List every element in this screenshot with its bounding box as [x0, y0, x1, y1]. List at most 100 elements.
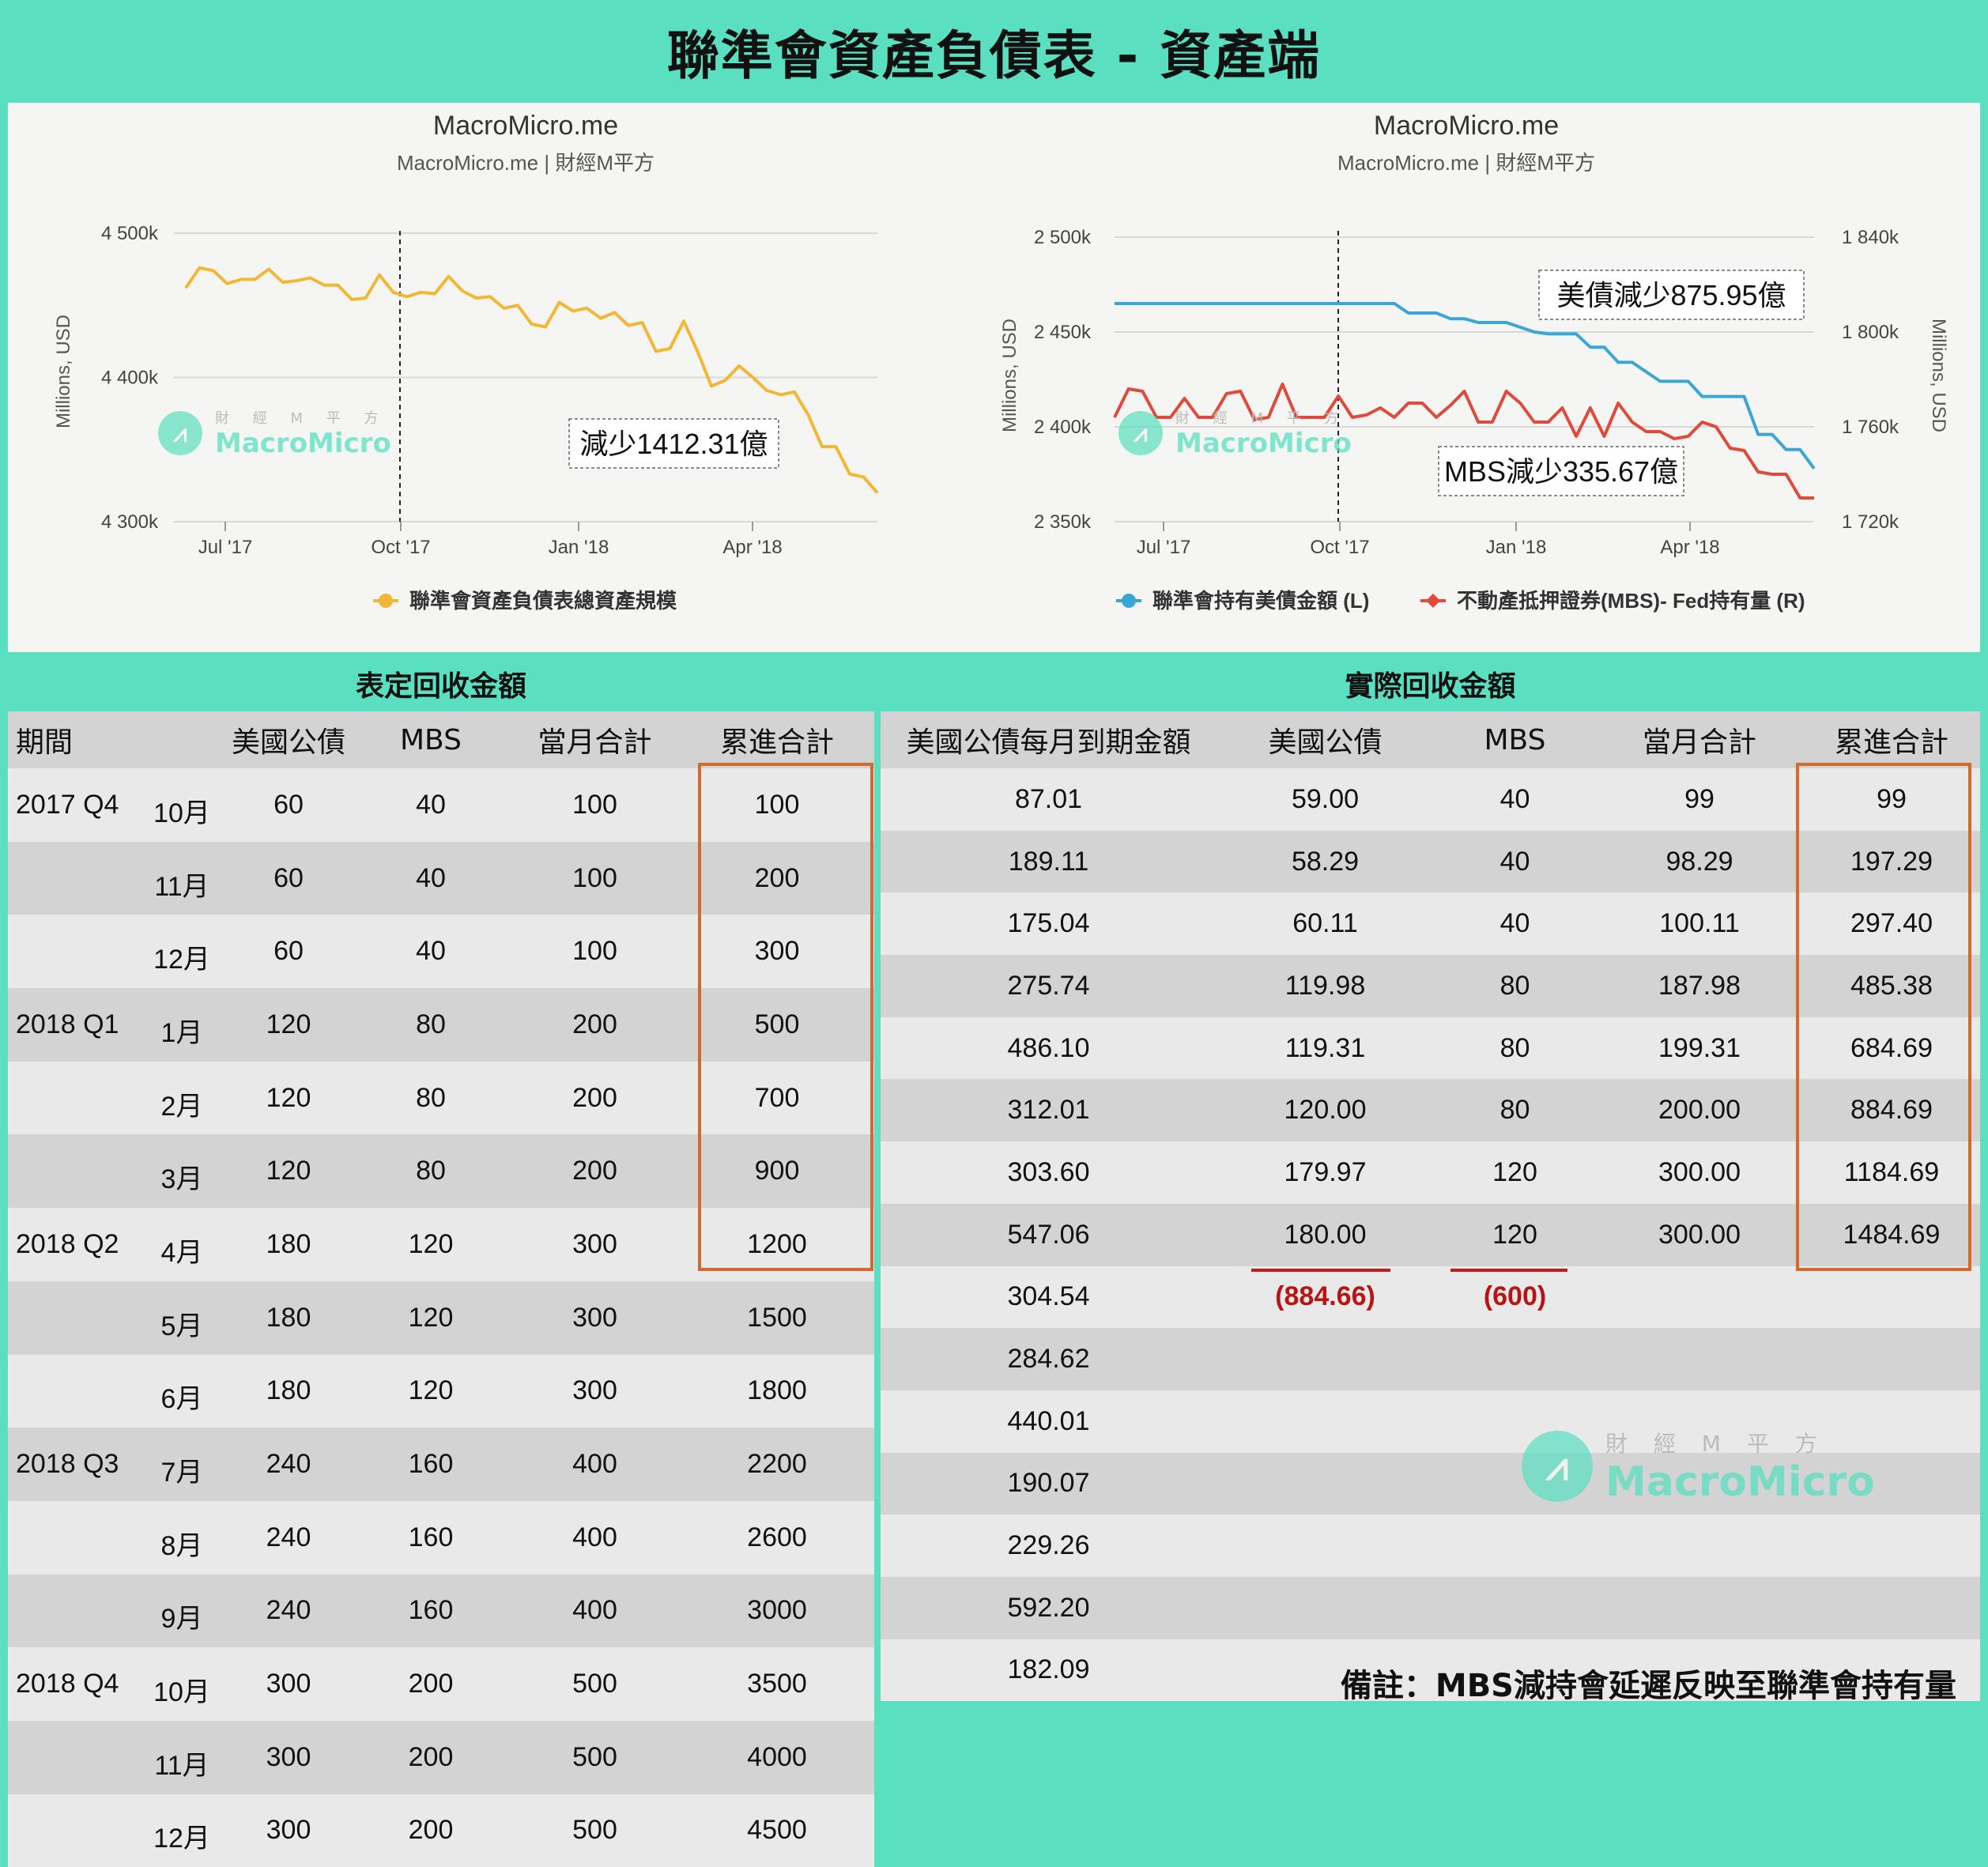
- table-cell: [1217, 1514, 1434, 1577]
- table-cell: [1434, 1328, 1596, 1390]
- table-cell: [1434, 1639, 1596, 1702]
- table-cell: 297.40: [1803, 892, 1980, 956]
- table-row: 592.20: [881, 1576, 1980, 1639]
- plan-column-header: MBS: [352, 711, 510, 768]
- table-cell: 200: [510, 1061, 680, 1135]
- table-row: 303.60 179.97 120 300.00 1184.69: [881, 1141, 1980, 1204]
- table-cell: 100: [680, 768, 874, 842]
- table-cell: 240: [225, 1574, 352, 1648]
- x-tick-label: Jul '17: [1137, 537, 1191, 558]
- legend-label-treasury: 聯準會持有美債金額 (L): [1152, 589, 1369, 613]
- table-cell: 200: [510, 988, 680, 1062]
- table-cell: 190.07: [881, 1452, 1217, 1515]
- table-cell: 1500: [680, 1280, 874, 1355]
- table-row: 2月 120 80 200 700: [8, 1061, 874, 1135]
- table-cell: 180.00: [1217, 1203, 1434, 1266]
- x-tick-label: Oct '17: [371, 537, 430, 558]
- table-cell: 12月: [138, 1793, 225, 1867]
- table-cell: [8, 915, 138, 989]
- table-row: 11月 60 40 100 200: [8, 841, 874, 915]
- table-row: 8月 240 160 400 2600: [8, 1500, 874, 1575]
- table-cell: 80: [1434, 1016, 1596, 1080]
- table-cell: [1217, 1639, 1434, 1702]
- table-cell: [8, 1354, 138, 1428]
- y-tick-label-left: 2 450k: [1034, 322, 1092, 343]
- table-cell: 304.54: [881, 1265, 1217, 1329]
- table-cell: [1217, 1390, 1434, 1453]
- macromicro-logo-icon: ⩘: [1118, 411, 1163, 455]
- table-cell: [1596, 1576, 1803, 1639]
- table-cell: 547.06: [881, 1203, 1217, 1266]
- table-cell: 60: [225, 841, 352, 915]
- table-cell: 400: [510, 1428, 680, 1501]
- table-cell: 100.11: [1596, 892, 1803, 956]
- table-cell: 500: [680, 988, 874, 1062]
- plan-cumulative-highlight: [698, 763, 873, 1271]
- table-cell: [1434, 1576, 1596, 1639]
- treasury-mbs-chart: MacroMicro.me MacroMicro.me | 財經M平方 2 500k…: [999, 111, 1949, 613]
- plan-table: 期間 美國公債 MBS 當月合計 累進合計 2017 Q4 10月 60 40 100 100 11…: [8, 711, 874, 1867]
- chart-subtitle: MacroMicro.me | 財經M平方: [1337, 151, 1595, 175]
- table-cell: 119.31: [1217, 1016, 1434, 1080]
- actual-column-header: 美國公債: [1217, 711, 1434, 768]
- table-cell: (600): [1434, 1265, 1596, 1329]
- table-cell: [1217, 1576, 1434, 1639]
- table-row: 440.01: [881, 1390, 1980, 1453]
- y-tick-label-right: 1 800k: [1842, 322, 1899, 343]
- table-cell: 500: [510, 1793, 680, 1867]
- table-row: 2018 Q1 1月 120 80 200 500: [8, 988, 874, 1062]
- table-cell: 120.00: [1217, 1079, 1434, 1142]
- actual-column-header: 美國公債每月到期金額: [881, 711, 1217, 768]
- y-tick-label-right: 1 760k: [1842, 417, 1899, 438]
- table-cell: 312.01: [881, 1079, 1217, 1142]
- table-cell: 100: [510, 768, 680, 842]
- page-title: 聯準會資產負債表 - 資產端: [666, 25, 1322, 86]
- y-tick-label: 4 400k: [101, 368, 159, 389]
- table-cell: 486.10: [881, 1016, 1217, 1080]
- table-cell: [8, 1134, 138, 1209]
- table-cell: 7月: [138, 1428, 225, 1501]
- table-cell: [1596, 1390, 1803, 1453]
- table-cell: 120: [1434, 1141, 1596, 1204]
- table-row: 312.01 120.00 80 200.00 884.69: [881, 1079, 1980, 1142]
- legend-label: 聯準會資產負債表總資產規模: [409, 589, 677, 613]
- table-cell: 2月: [138, 1061, 225, 1135]
- table-cell: 80: [352, 1134, 510, 1209]
- chart-panel: MacroMicro.me MacroMicro.me | 財經M平方 4 500k…: [8, 103, 1980, 652]
- table-cell: 10月: [138, 768, 225, 842]
- table-cell: 100: [510, 841, 680, 915]
- table-cell: 1800: [680, 1354, 874, 1428]
- table-cell: 11月: [138, 1720, 225, 1794]
- table-cell: 58.29: [1217, 830, 1434, 893]
- table-cell: 6月: [138, 1354, 225, 1428]
- y-axis-label-left: Millions, USD: [999, 319, 1020, 432]
- table-row: 182.09: [881, 1639, 1980, 1702]
- table-row: 87.01 59.00 40 99 99: [881, 768, 1980, 831]
- table-cell: 200: [352, 1720, 510, 1794]
- series-line-mbs: [1113, 383, 1814, 500]
- annotation-text: 減少1412.31億: [579, 428, 768, 460]
- table-cell: 200: [510, 1134, 680, 1209]
- table-cell: 500: [510, 1647, 680, 1721]
- table-row: 11月 300 200 500 4000: [8, 1720, 874, 1794]
- table-cell: 179.97: [1217, 1141, 1434, 1204]
- table-cell: 100: [510, 915, 680, 989]
- y-tick-label-left: 2 500k: [1034, 227, 1092, 248]
- x-tick-label: Apr '18: [722, 537, 782, 558]
- table-cell: 1184.69: [1803, 1141, 1980, 1204]
- table-cell: [1803, 1514, 1980, 1577]
- table-cell: 120: [225, 988, 352, 1062]
- macromicro-logo-icon: ⩘: [1522, 1431, 1593, 1502]
- table-cell: 4000: [680, 1720, 874, 1794]
- table-cell: 119.98: [1217, 955, 1434, 1017]
- table-cell: 284.62: [881, 1328, 1217, 1390]
- table-row: 6月 180 120 300 1800: [8, 1354, 874, 1428]
- table-cell: 60: [225, 915, 352, 989]
- table-row: 2018 Q4 10月 300 200 500 3500: [8, 1647, 874, 1721]
- table-cell: 2200: [680, 1428, 874, 1501]
- table-row: 175.04 60.11 40 100.11 297.40: [881, 892, 1980, 956]
- table-row: 12月 60 40 100 300: [8, 915, 874, 989]
- plan-column-header: 當月合計: [510, 711, 680, 768]
- table-cell: 2018 Q3: [8, 1428, 138, 1501]
- annotation-box: [1538, 270, 1805, 320]
